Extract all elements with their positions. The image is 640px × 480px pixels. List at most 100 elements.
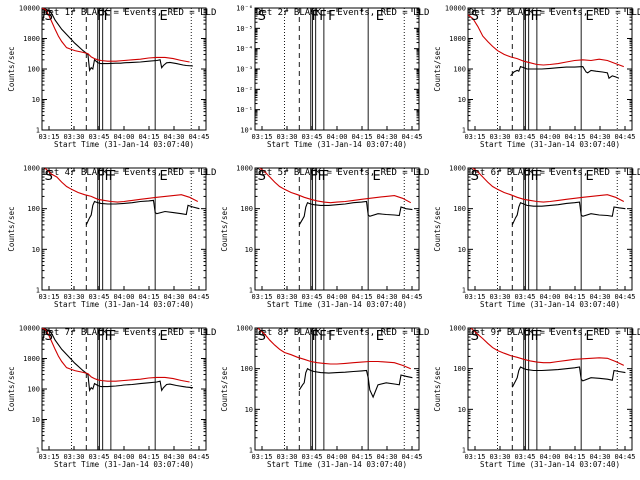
y-tick-label: 10⁻⁵ [236, 25, 253, 33]
detector-panel-1: Det 1r BLACK = Events, RED = LLD 1 10 100 10… [7, 5, 216, 150]
x-tick-label: 04:00 [113, 293, 134, 301]
x-tick-label: 03:15 [251, 453, 272, 461]
x-tick-label: 04:15 [564, 293, 585, 301]
marker-label: F [109, 329, 116, 344]
y-tick-label: 1000 [23, 35, 40, 43]
x-tick-label: 04:45 [188, 293, 209, 301]
marker-label: S [258, 329, 266, 344]
series-events-line [298, 200, 413, 226]
y-tick-label: 1000 [236, 165, 253, 173]
series-events-line [42, 328, 193, 393]
x-tick-label: 04:15 [564, 453, 585, 461]
y-axis-label: Counts/sec [220, 366, 229, 411]
marker-label: E [376, 329, 384, 344]
x-tick-label: 04:00 [326, 133, 347, 141]
x-tick-label: 04:45 [401, 293, 422, 301]
y-tick-label: 10000 [19, 5, 40, 13]
x-tick-label: 04:15 [564, 133, 585, 141]
y-tick-label: 10000 [19, 325, 40, 333]
x-tick-label: 04:30 [376, 293, 397, 301]
panel-title: Det 7r BLACK = Events, RED = LLD [43, 328, 216, 338]
y-tick-label: 100 [240, 205, 253, 213]
x-tick-label: 04:45 [401, 453, 422, 461]
x-tick-label: 03:45 [88, 133, 109, 141]
panel-title: Det 5r BLACK = Events, RED = LLD [256, 168, 429, 178]
plot-frame [467, 327, 633, 451]
marker-label: S [45, 329, 53, 344]
y-tick-label: 1 [36, 127, 40, 135]
detector-panel-9: Det 9r BLACK = Events, RED = LLD 1 10 100 10… [433, 325, 640, 470]
x-tick-label: 03:45 [88, 293, 109, 301]
series-events-line [510, 65, 620, 80]
y-tick-label: 10 [32, 416, 40, 424]
x-tick-label: 03:30 [489, 453, 510, 461]
series-lld-line [42, 328, 190, 383]
y-tick-label: 1 [462, 287, 466, 295]
series-events-line [298, 367, 413, 399]
y-axis-label: Counts/sec [7, 366, 16, 411]
x-tick-label: 03:15 [38, 293, 59, 301]
marker-label: E [159, 329, 167, 344]
marker-label: E [376, 9, 384, 24]
x-tick-label: 04:00 [539, 293, 560, 301]
panel-title: Det 3r BLACK = Events, RED = LLD [469, 8, 640, 18]
y-tick-label: 100 [240, 365, 253, 373]
marker-label: FF [312, 329, 327, 344]
marker-label: F [104, 9, 111, 24]
x-tick-label: 03:45 [88, 453, 109, 461]
marker-label: FF [523, 329, 538, 344]
x-tick-label: 03:15 [464, 133, 485, 141]
marker-label: FF [97, 169, 112, 184]
y-tick-label: 100 [453, 66, 466, 74]
y-tick-label: 10 [458, 406, 466, 414]
plot-frame [467, 7, 633, 131]
marker-label: S [258, 169, 266, 184]
x-tick-label: 04:00 [113, 133, 134, 141]
y-axis-label: Counts/sec [7, 206, 16, 251]
marker-label: F [328, 9, 335, 24]
panel-title: Det 4r BLACK = Events, RED = LLD [43, 168, 216, 178]
x-tick-label: 04:15 [138, 293, 159, 301]
y-tick-label: 10 [458, 96, 466, 104]
x-tick-label: 04:15 [351, 453, 372, 461]
x-tick-label: 04:30 [376, 453, 397, 461]
x-tick-label: 04:30 [376, 133, 397, 141]
marker-label: E [585, 329, 593, 344]
x-axis-label: Start Time (31-Jan-14 03:07:40) [267, 460, 407, 469]
y-tick-label: 10 [32, 96, 40, 104]
x-tick-label: 04:30 [163, 133, 184, 141]
y-tick-label: 1 [36, 287, 40, 295]
y-tick-label: 10⁻³ [236, 66, 253, 74]
series-lld-line [42, 8, 190, 63]
marker-label: S [45, 169, 53, 184]
x-tick-label: 03:30 [276, 293, 297, 301]
marker-label: FF [97, 329, 112, 344]
marker-label: F [535, 9, 542, 24]
x-tick-label: 03:15 [38, 453, 59, 461]
x-tick-label: 04:30 [589, 293, 610, 301]
marker-label: F [97, 9, 104, 24]
panel-title: Det 9r BLACK = Events, RED = LLD [469, 328, 640, 338]
x-tick-label: 03:45 [301, 293, 322, 301]
marker-label: FF [523, 9, 538, 24]
x-tick-label: 04:00 [539, 453, 560, 461]
detector-panel-3: Det 3r BLACK = Events, RED = LLD 1 10 100 10… [433, 5, 640, 150]
x-tick-label: 04:45 [614, 133, 635, 141]
x-tick-label: 04:45 [614, 293, 635, 301]
x-tick-label: 03:45 [301, 453, 322, 461]
series-events-line [42, 8, 193, 73]
y-tick-label: 10000 [445, 5, 466, 13]
marker-label: E [585, 9, 593, 24]
marker-label: F [535, 169, 542, 184]
y-tick-label: 10⁻² [236, 86, 253, 94]
x-tick-label: 04:00 [326, 453, 347, 461]
panel-title: Det 8r BLACK = Events, RED = LLD [256, 328, 429, 338]
marker-label: S [471, 9, 479, 24]
x-tick-label: 03:30 [276, 453, 297, 461]
y-tick-label: 1 [36, 447, 40, 455]
x-tick-label: 03:45 [514, 453, 535, 461]
y-axis-label: Counts/sec [433, 206, 442, 251]
y-tick-label: 1 [249, 447, 253, 455]
x-tick-label: 03:30 [63, 453, 84, 461]
x-axis-label: Start Time (31-Jan-14 03:07:40) [267, 300, 407, 309]
